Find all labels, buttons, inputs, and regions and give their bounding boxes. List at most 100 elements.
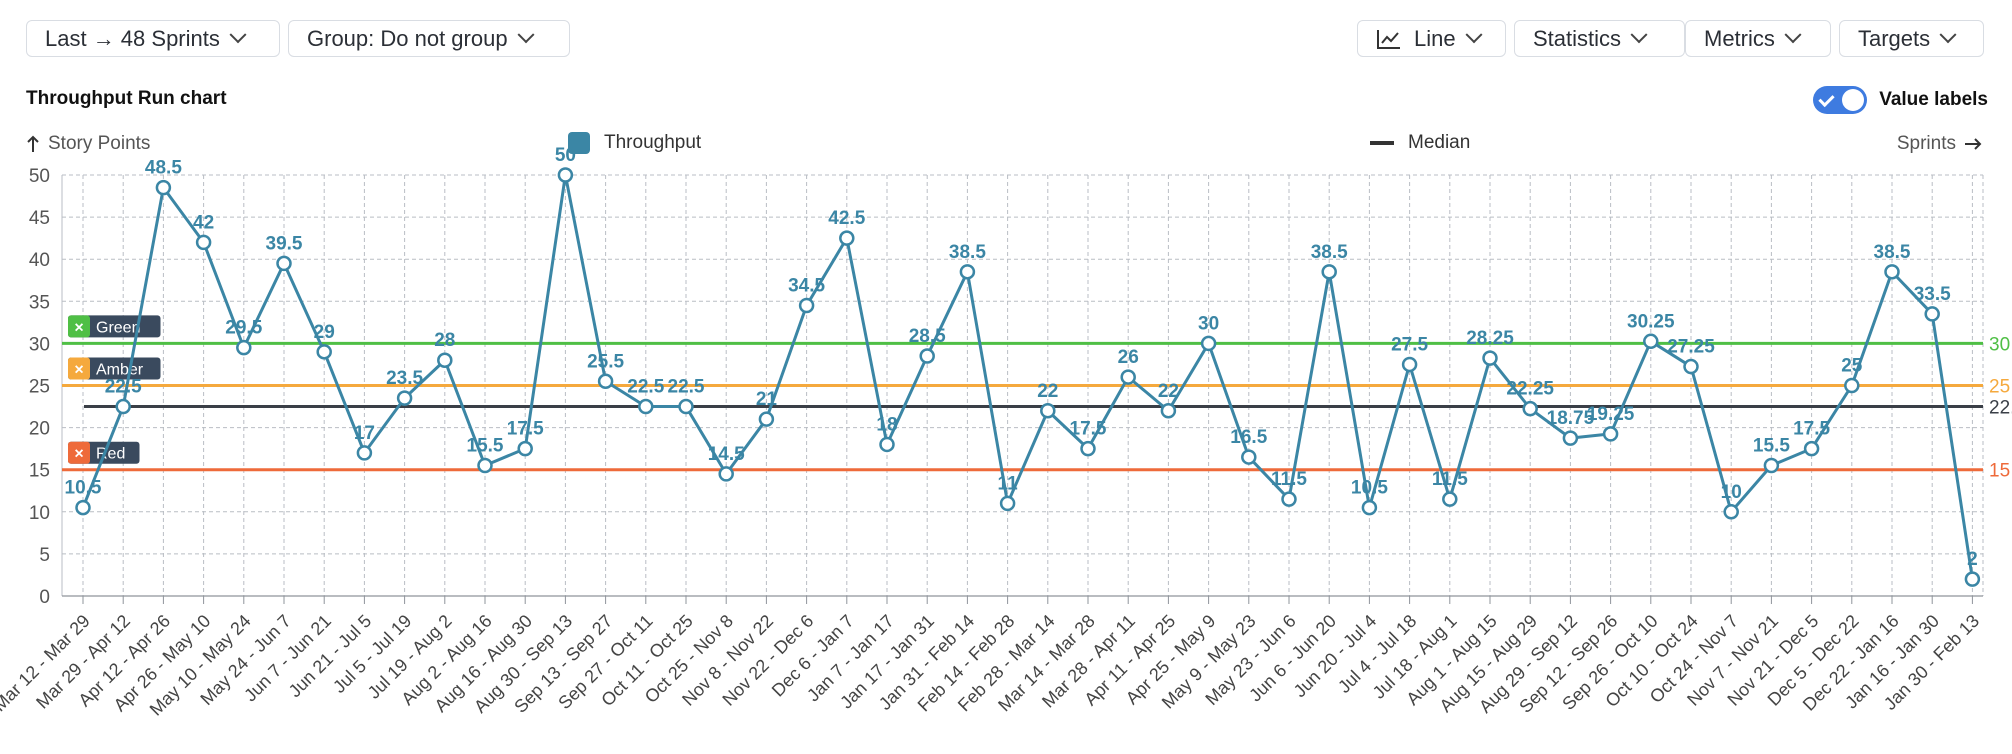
legend-item-throughput[interactable]: Throughput xyxy=(568,132,701,154)
y-axis-title: Story Points xyxy=(26,133,150,155)
data-point xyxy=(1241,449,1257,465)
data-point xyxy=(1803,440,1820,457)
data-point xyxy=(597,373,614,390)
data-point xyxy=(1200,335,1217,352)
statistics-dropdown[interactable]: Statistics xyxy=(1514,20,1685,57)
data-label: 19.25 xyxy=(1587,404,1635,425)
data-label: 38.5 xyxy=(1874,242,1911,263)
data-point xyxy=(919,348,935,364)
data-point xyxy=(1120,369,1136,385)
data-label: 17.5 xyxy=(1793,419,1830,440)
legend-swatch-median xyxy=(1370,141,1394,145)
data-label: 29 xyxy=(314,322,335,343)
target-tag-swatch xyxy=(68,441,90,464)
arrow-right-icon xyxy=(1965,138,1982,150)
y-tick-label: 20 xyxy=(29,419,50,440)
data-point xyxy=(236,339,252,356)
data-point xyxy=(638,398,654,415)
target-tag-swatch xyxy=(68,315,90,338)
median-value-label: 22.5 xyxy=(1989,398,2012,419)
sprint-range-dropdown[interactable]: Last → 48 Sprints xyxy=(26,20,280,57)
x-axis-title: Sprints xyxy=(1897,133,1982,155)
chart-type-dropdown[interactable]: Line xyxy=(1357,20,1506,57)
data-label: 14.5 xyxy=(708,444,745,465)
targets-dropdown[interactable]: Targets xyxy=(1839,20,1984,57)
data-point xyxy=(1924,306,1940,322)
data-label: 27.5 xyxy=(1391,334,1428,355)
data-point xyxy=(1602,426,1619,442)
data-label: 38.5 xyxy=(949,242,986,263)
chart-title: Throughput Run chart xyxy=(26,88,227,109)
data-point xyxy=(276,255,292,272)
data-point xyxy=(557,167,574,183)
group-label: Group: Do not group xyxy=(307,25,508,51)
target-value-label: 25 xyxy=(1989,377,2010,398)
data-label: 22.5 xyxy=(105,377,142,398)
data-point xyxy=(1683,358,1699,375)
statistics-label: Statistics xyxy=(1533,25,1622,51)
y-tick-label: 0 xyxy=(39,587,50,608)
y-tick-label: 50 xyxy=(29,166,50,187)
data-point xyxy=(1643,333,1659,350)
data-label: 17 xyxy=(354,423,375,444)
data-point xyxy=(1562,430,1579,446)
data-point xyxy=(758,411,775,427)
data-label: 38.5 xyxy=(1311,242,1348,263)
data-point xyxy=(839,230,855,246)
data-label: 25.5 xyxy=(587,351,624,372)
data-point xyxy=(678,398,694,415)
legend-label-median: Median xyxy=(1408,132,1471,153)
data-point xyxy=(1040,403,1056,419)
data-label: 28 xyxy=(434,330,455,351)
y-tick-label: 30 xyxy=(29,334,50,355)
data-point xyxy=(1321,264,1337,280)
arrow-up-icon xyxy=(27,135,39,152)
data-label: 22 xyxy=(1037,381,1058,402)
data-point xyxy=(1281,491,1297,507)
data-point xyxy=(879,436,895,453)
data-point xyxy=(798,297,815,314)
y-tick-label: 35 xyxy=(29,292,50,313)
target-tag-label: Green xyxy=(96,319,140,336)
data-label: 18.75 xyxy=(1547,408,1595,429)
data-label: 42 xyxy=(193,212,214,233)
data-point xyxy=(155,179,172,196)
y-tick-label: 15 xyxy=(29,461,50,482)
data-label: 2 xyxy=(1967,549,1978,570)
data-point xyxy=(1884,264,1900,280)
data-point xyxy=(999,495,1016,512)
chart-type-label: Line xyxy=(1414,25,1456,51)
y-tick-label: 5 xyxy=(39,545,50,566)
data-label: 25 xyxy=(1841,356,1863,377)
data-point xyxy=(75,499,91,516)
y-axis-label: Story Points xyxy=(48,133,151,154)
group-dropdown[interactable]: Group: Do not group xyxy=(288,20,570,57)
data-point xyxy=(1361,499,1378,516)
data-label: 29.5 xyxy=(225,318,262,339)
legend-item-median[interactable]: Median xyxy=(1370,132,1470,154)
metrics-dropdown[interactable]: Metrics xyxy=(1685,20,1831,57)
data-point xyxy=(195,234,212,251)
data-label: 30.25 xyxy=(1627,311,1675,332)
value-labels-toggle[interactable] xyxy=(1813,86,1868,114)
data-label: 21 xyxy=(756,389,778,410)
data-point xyxy=(437,352,453,368)
data-label: 34.5 xyxy=(788,276,825,297)
data-label: 50 xyxy=(555,145,576,166)
data-label: 22.25 xyxy=(1506,379,1554,400)
close-icon: × xyxy=(74,319,83,336)
legend-swatch-throughput xyxy=(568,132,590,154)
target-value-label: 30 xyxy=(1989,334,2010,355)
data-point xyxy=(517,440,533,457)
data-point xyxy=(1522,400,1538,417)
data-label: 22.5 xyxy=(627,377,664,398)
data-label: 22 xyxy=(1158,381,1179,402)
value-labels-label: Value labels xyxy=(1879,89,1988,110)
data-label: 42.5 xyxy=(828,208,865,229)
data-label: 11 xyxy=(998,473,1019,494)
data-point xyxy=(1964,571,1981,587)
metrics-label: Metrics xyxy=(1704,25,1775,51)
data-label: 26 xyxy=(1118,347,1139,368)
legend-label-throughput: Throughput xyxy=(604,132,702,153)
